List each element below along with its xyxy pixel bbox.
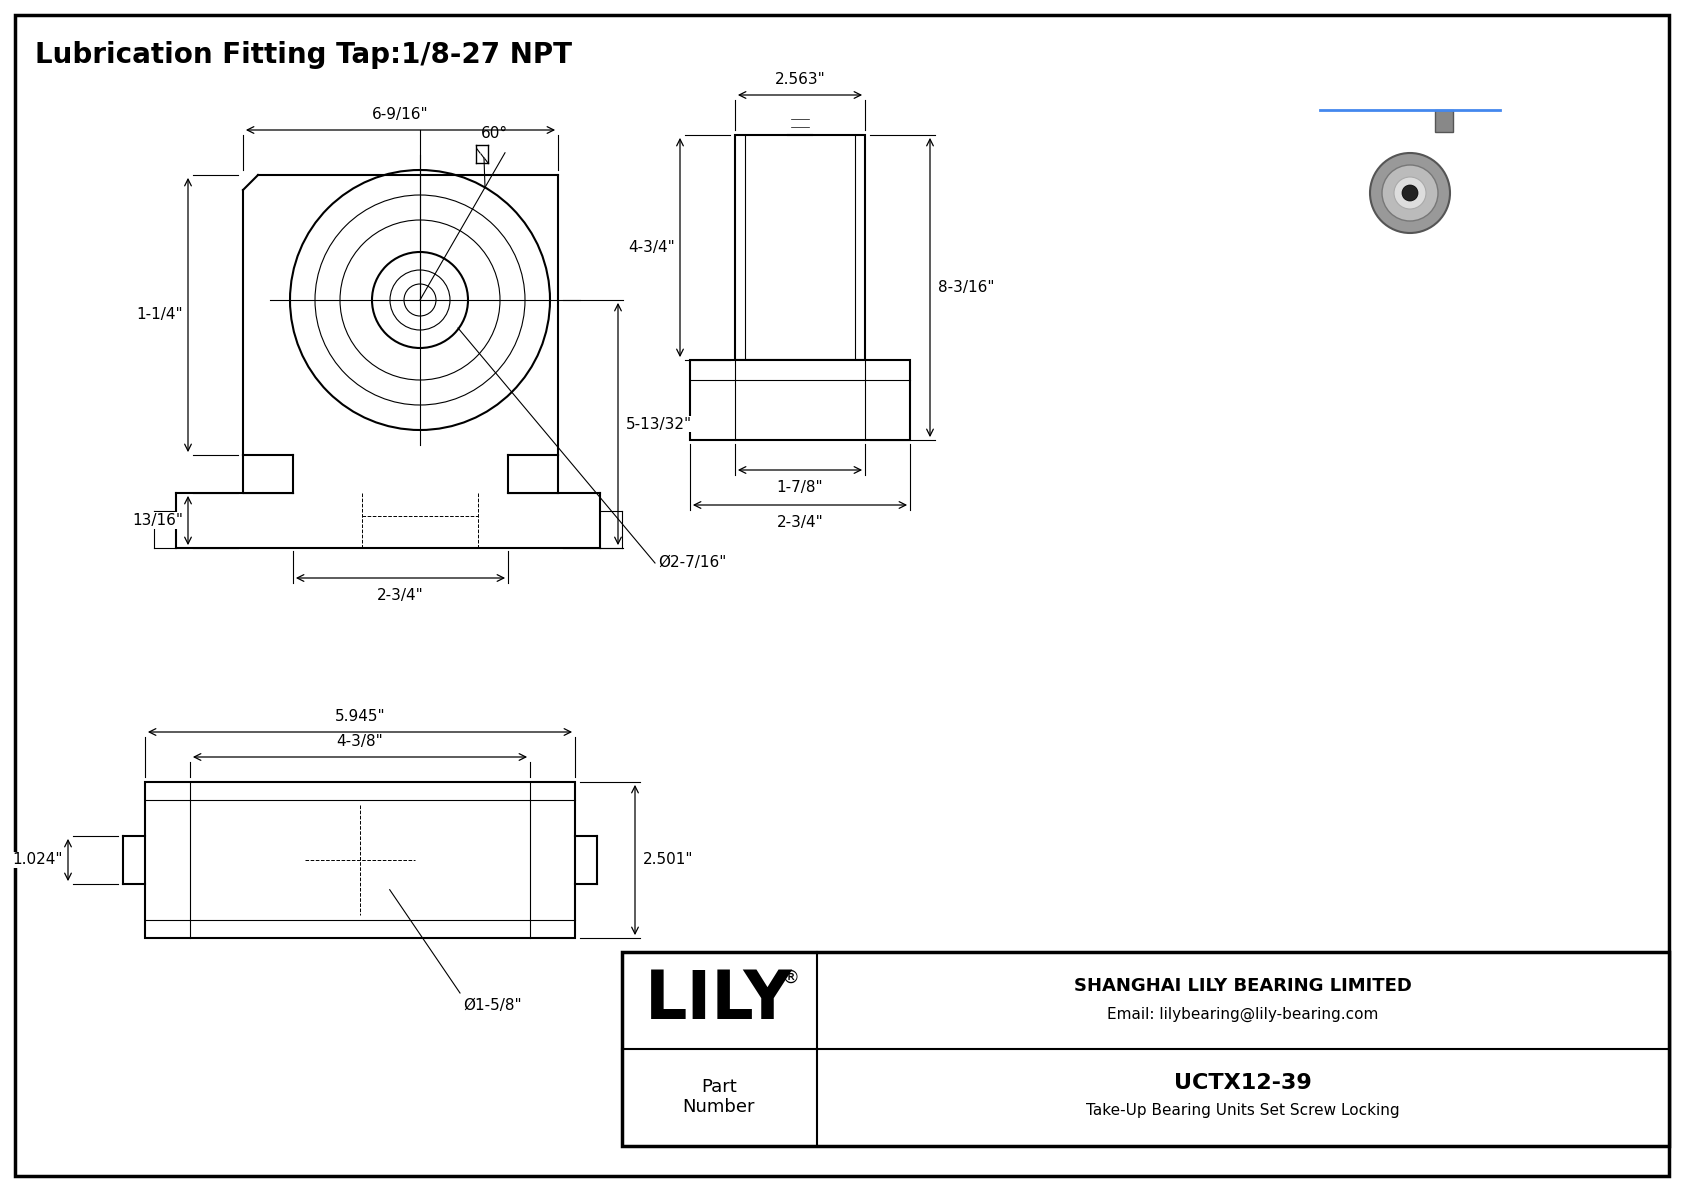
Text: Ø2-7/16": Ø2-7/16" [658, 555, 726, 570]
Text: 2-3/4": 2-3/4" [776, 515, 823, 530]
Text: SHANGHAI LILY BEARING LIMITED: SHANGHAI LILY BEARING LIMITED [1074, 977, 1411, 994]
Text: 2.563": 2.563" [775, 71, 825, 87]
Text: 13/16": 13/16" [131, 513, 184, 528]
Circle shape [1383, 166, 1438, 222]
Bar [145, 782, 574, 939]
Bar [1435, 110, 1453, 132]
Circle shape [1394, 177, 1426, 208]
Polygon shape [1485, 250, 1511, 275]
Text: LILY: LILY [645, 967, 793, 1033]
Text: Take-Up Bearing Units Set Screw Locking: Take-Up Bearing Units Set Screw Locking [1086, 1104, 1399, 1118]
Bar [790, 113, 810, 135]
Polygon shape [1320, 135, 1500, 250]
Text: 1-1/4": 1-1/4" [136, 307, 184, 323]
Circle shape [1403, 185, 1418, 201]
Polygon shape [1310, 250, 1335, 275]
Text: Email: lilybearing@lily-bearing.com: Email: lilybearing@lily-bearing.com [1108, 1006, 1379, 1022]
Text: 8-3/16": 8-3/16" [938, 280, 995, 295]
Text: 5-13/32": 5-13/32" [626, 417, 692, 431]
Text: 1.024": 1.024" [12, 853, 62, 867]
Circle shape [1371, 152, 1450, 233]
Bar [621, 952, 1669, 1146]
Text: Ø1-5/8": Ø1-5/8" [463, 998, 522, 1014]
Bar [734, 135, 866, 360]
Text: 2-3/4": 2-3/4" [377, 588, 424, 603]
Text: 60°: 60° [480, 126, 507, 141]
Bar [690, 360, 909, 439]
Text: UCTX12-39: UCTX12-39 [1174, 1073, 1312, 1093]
Text: 6-9/16": 6-9/16" [372, 107, 429, 121]
Text: Lubrication Fitting Tap:1/8-27 NPT: Lubrication Fitting Tap:1/8-27 NPT [35, 40, 573, 69]
Text: ®: ® [781, 969, 798, 987]
Text: 4-3/8": 4-3/8" [337, 734, 384, 749]
Polygon shape [1310, 110, 1511, 275]
Text: 5.945": 5.945" [335, 709, 386, 724]
Text: 4-3/4": 4-3/4" [628, 241, 675, 255]
Text: Part
Number: Part Number [682, 1078, 754, 1116]
Text: 2.501": 2.501" [643, 853, 694, 867]
Text: 1-7/8": 1-7/8" [776, 480, 823, 495]
